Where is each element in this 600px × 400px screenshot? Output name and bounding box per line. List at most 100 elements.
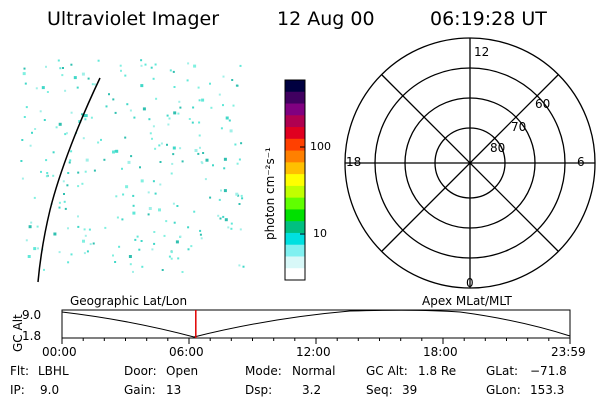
image-pixel xyxy=(85,158,89,162)
mlt-label-6: 6 xyxy=(577,155,585,169)
image-pixel xyxy=(204,178,207,181)
image-pixel xyxy=(227,226,230,229)
image-pixel xyxy=(198,99,201,102)
image-pixel xyxy=(63,200,66,203)
image-pixel xyxy=(199,146,201,149)
image-pixel xyxy=(166,114,169,117)
flt-value: LBHL xyxy=(38,364,69,378)
image-pixel xyxy=(134,238,137,241)
image-pixel xyxy=(97,141,100,144)
timeline-right-label: Apex MLat/MLT xyxy=(422,294,512,308)
colorbar-segment xyxy=(285,244,305,257)
image-pixel xyxy=(114,261,117,263)
colorbar-segment xyxy=(285,162,305,175)
mlt-label-12: 12 xyxy=(474,45,490,59)
image-pixel xyxy=(64,133,67,136)
image-pixel xyxy=(86,250,89,253)
image-pixel xyxy=(173,221,176,224)
image-pixel xyxy=(119,64,122,67)
mode-label: Mode: xyxy=(245,364,282,378)
gcalt-value: 1.8 Re xyxy=(418,364,457,378)
date-label: 12 Aug 00 xyxy=(277,8,375,30)
seq-value: 39 xyxy=(402,383,418,397)
image-pixel xyxy=(241,197,244,200)
image-pixel xyxy=(116,216,119,219)
image-pixel xyxy=(167,123,170,126)
image-pixel xyxy=(223,189,227,193)
image-pixel xyxy=(217,214,220,217)
image-pixel xyxy=(170,172,173,175)
image-pixel xyxy=(39,110,42,113)
colorbar-segment xyxy=(285,138,305,152)
image-pixel xyxy=(97,59,100,62)
image-pixel xyxy=(231,79,234,81)
image-pixel xyxy=(132,204,135,207)
image-pixel xyxy=(148,207,152,210)
image-pixel xyxy=(33,247,37,251)
image-pixel xyxy=(64,207,67,210)
image-pixel xyxy=(36,225,39,228)
image-pixel xyxy=(25,239,28,242)
colorbar-segment xyxy=(285,127,305,140)
image-pixel xyxy=(66,184,69,187)
image-pixel xyxy=(115,149,119,153)
image-pixel xyxy=(100,138,102,141)
image-pixel xyxy=(166,143,168,146)
image-pixel xyxy=(70,150,73,153)
image-pixel xyxy=(151,248,154,251)
image-pixel xyxy=(121,167,123,170)
image-pixel xyxy=(112,254,114,257)
image-pixel xyxy=(172,146,176,150)
image-pixel xyxy=(228,119,231,122)
image-speckles xyxy=(20,59,245,273)
image-pixel xyxy=(82,137,85,140)
image-pixel xyxy=(147,191,150,194)
image-pixel xyxy=(53,232,57,236)
image-pixel xyxy=(151,137,153,140)
image-pixel xyxy=(230,227,233,230)
image-pixel xyxy=(148,118,151,121)
timeline-left-label: Geographic Lat/Lon xyxy=(70,294,188,308)
image-pixel xyxy=(238,203,241,205)
gain-value: 13 xyxy=(166,383,182,397)
image-pixel xyxy=(46,91,49,93)
glon-value: 153.3 xyxy=(530,383,565,397)
image-pixel xyxy=(35,87,38,90)
image-pixel xyxy=(205,158,209,162)
image-pixel xyxy=(223,157,227,161)
image-pixel xyxy=(187,226,190,229)
image-pixel xyxy=(63,193,65,195)
image-pixel xyxy=(177,112,180,115)
image-pixel xyxy=(161,269,164,271)
image-pixel xyxy=(192,106,195,109)
image-pixel xyxy=(81,72,85,76)
image-pixel xyxy=(173,86,176,88)
colorbar-segment xyxy=(285,197,305,210)
lat-label-60: 60 xyxy=(535,97,551,111)
image-pixel xyxy=(159,161,162,163)
image-pixel xyxy=(33,196,36,199)
lat-label-70: 70 xyxy=(511,120,527,134)
image-pixel xyxy=(236,162,239,165)
image-pixel xyxy=(200,237,203,240)
image-pixel xyxy=(193,210,196,213)
image-pixel xyxy=(199,229,202,232)
image-pixel xyxy=(181,160,184,163)
image-pixel xyxy=(52,174,55,177)
image-pixel xyxy=(149,132,152,135)
image-pixel xyxy=(199,233,202,236)
image-pixel xyxy=(83,228,86,231)
image-pixel xyxy=(229,129,233,133)
image-pixel xyxy=(172,202,175,205)
image-pixel xyxy=(108,93,110,96)
image-pixel xyxy=(188,118,191,120)
gcalt-label: GC Alt: xyxy=(366,364,408,378)
mlt-label-18: 18 xyxy=(346,155,362,169)
glon-label: GLon: xyxy=(486,383,521,397)
colorbar-label-100: 100 xyxy=(310,140,331,153)
seq-label: Seq: xyxy=(366,383,393,397)
image-pixel xyxy=(28,225,32,229)
image-pixel xyxy=(67,172,70,174)
image-pixel xyxy=(232,104,235,107)
